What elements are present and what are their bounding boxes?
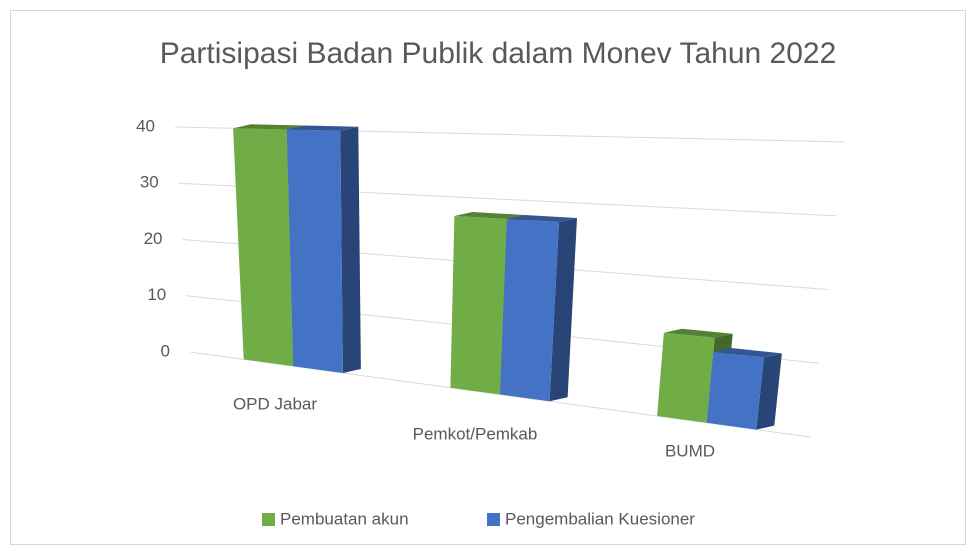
y-tick-label: 40 [136, 116, 155, 135]
x-tick-label: OPD Jabar [233, 394, 317, 413]
chart-title: Partisipasi Badan Publik dalam Monev Tah… [160, 37, 837, 70]
bar [657, 332, 715, 423]
y-tick-label: 10 [147, 285, 166, 304]
bar-side [340, 126, 361, 373]
bar [500, 219, 559, 402]
bar-side [756, 353, 782, 430]
bar [450, 216, 507, 395]
bar-top [233, 124, 305, 130]
bar [233, 128, 294, 367]
y-tick-label: 30 [140, 173, 159, 192]
bar [706, 352, 764, 430]
bar-top [286, 125, 359, 131]
x-tick-label: Pemkot/Pemkab [413, 424, 538, 443]
legend-swatch [487, 513, 500, 526]
bar-side [549, 218, 577, 402]
y-tick-label: 20 [144, 229, 163, 248]
y-tick-label: 0 [161, 341, 170, 360]
x-tick-label: BUMD [665, 441, 715, 460]
legend-swatch [262, 513, 275, 526]
bar-top [713, 348, 782, 358]
bar-top [454, 212, 525, 219]
bar [286, 129, 343, 373]
bar-top [506, 215, 577, 222]
legend-label: Pembuatan akun [280, 509, 409, 528]
bar-top [663, 328, 733, 338]
legend-label: Pengembalian Kuesioner [505, 509, 695, 528]
